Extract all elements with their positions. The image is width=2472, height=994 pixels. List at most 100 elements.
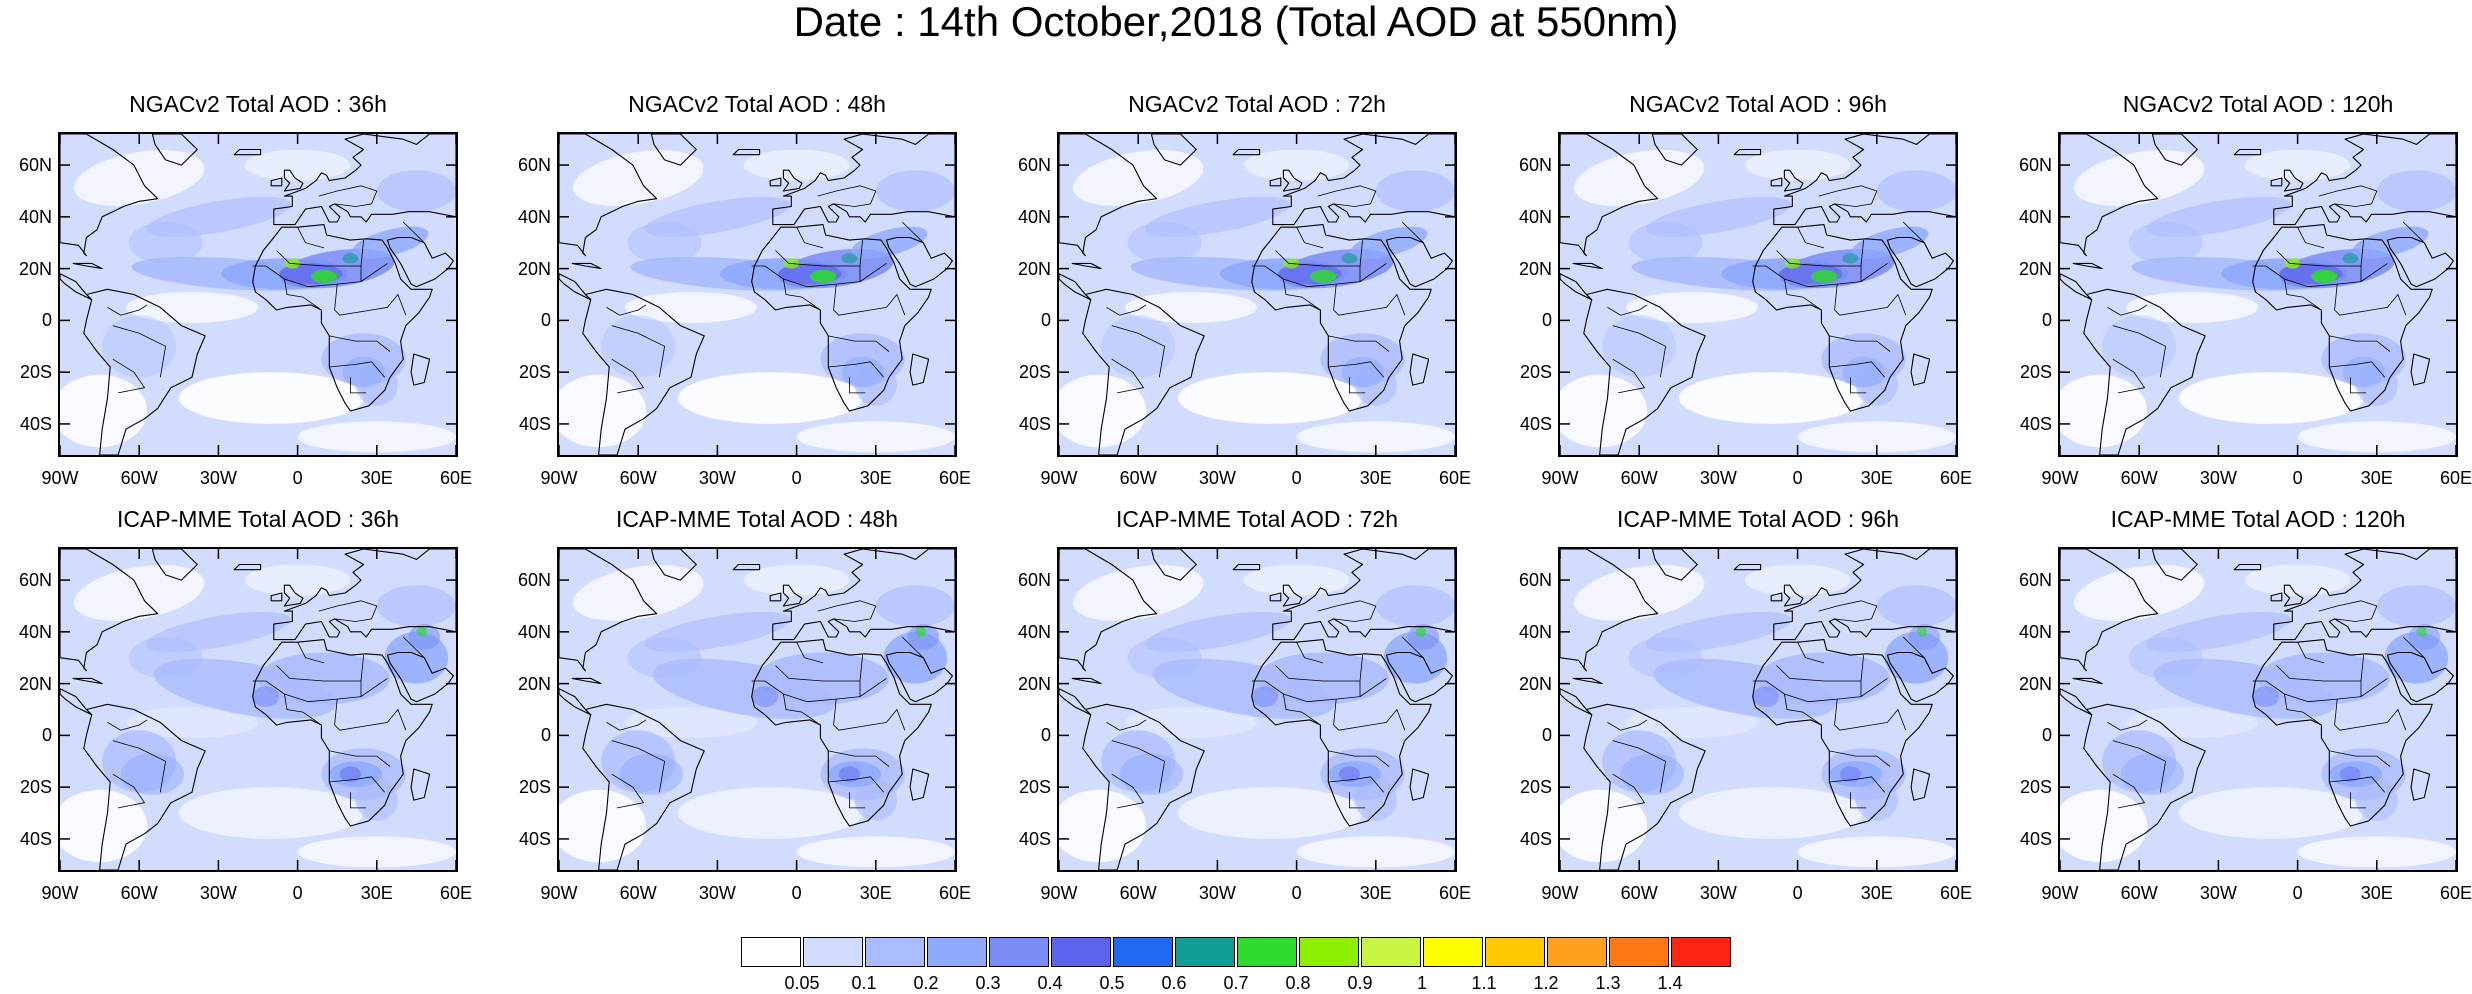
colorbar-swatch [1237,937,1297,967]
lat-tick-label: 0 [1040,725,1051,746]
colorbar-swatch [1299,937,1359,967]
lat-tick-label: 40N [2018,206,2052,227]
country-borders [1607,600,1925,809]
colorbar-label: 0.8 [1285,973,1311,993]
aod-field-svg [1059,549,1455,870]
aod-field-svg [60,549,456,870]
aod-map [2058,132,2458,457]
lat-tick-label: 40N [1518,621,1552,642]
map-panel: ICAP-MME Total AOD : 36h 60N 40N 20N 0 20S 40S… [19,506,472,906]
lon-tick-label: 60W [2120,468,2158,488]
lat-tick-label: 40N [517,206,551,227]
lon-tick-label: 60W [2120,883,2158,903]
aod-field-svg [559,549,955,870]
panel-title: ICAP-MME Total AOD : 36h [116,506,400,532]
lon-tick-label: 60W [120,883,158,903]
lon-tick-label: 30E [1359,883,1392,903]
aod-field-svg [1560,549,1956,870]
lon-tick-label: 90W [1040,883,1078,903]
aod-map [2058,547,2458,872]
coastlines [559,134,955,455]
lat-tick-label: 40S [19,828,52,849]
lat-tick-label: 0 [1541,310,1552,331]
aod-field-svg [2060,134,2456,455]
panel-title: NGACv2 Total AOD : 48h [628,91,886,117]
country-borders [2107,185,2425,394]
lat-tick-label: 0 [540,310,551,331]
lon-tick-label: 60E [2439,883,2472,903]
colorbar-swatch [927,937,987,967]
map-panel: NGACv2 Total AOD : 72h 60N 40N 20N 0 20S 40S 90… [1018,91,1471,491]
map-panel: NGACv2 Total AOD : 48h 60N 40N 20N 0 20S 40S 90… [518,91,971,491]
country-borders [606,185,924,394]
aod-map [1558,547,1958,872]
lon-tick-label: 90W [1541,883,1579,903]
panel-title: NGACv2 Total AOD : 72h [1128,91,1386,117]
lat-tick-label: 40S [518,413,551,434]
map-panel: NGACv2 Total AOD : 96h 60N 40N 20N 0 20S 40S 90… [1519,91,1972,491]
panel-title: NGACv2 Total AOD : 120h [2122,91,2394,117]
coastlines [2060,549,2456,870]
aod-field-svg [60,134,456,455]
lat-tick-label: 40S [1519,413,1552,434]
lon-tick-label: 60E [439,883,473,903]
aod-map [1057,547,1457,872]
lon-tick-label: 60E [439,468,473,488]
lat-tick-label: 20N [18,258,52,279]
lat-tick-label: 20N [1017,673,1051,694]
lat-tick-label: 20S [1018,777,1051,798]
figure-title: Date : 14th October,2018 (Total AOD at 5… [793,0,1679,45]
colorbar-swatch [1671,937,1731,967]
aod-field-svg [559,134,955,455]
lat-tick-label: 40S [2019,413,2052,434]
coastlines [1059,549,1455,870]
colorbar-swatch [1175,937,1235,967]
lat-tick-label: 0 [41,310,52,331]
lon-tick-label: 30W [1699,468,1737,488]
colorbar-swatch [1361,937,1421,967]
lon-tick-label: 0 [2292,468,2303,488]
colorbar-swatch [1485,937,1545,967]
lat-tick-label: 40N [2018,621,2052,642]
aod-field-svg [1059,134,1455,455]
colorbar-swatch [741,937,801,967]
map-panel: ICAP-MME Total AOD : 120h 60N 40N 20N 0 20S 40… [2019,506,2472,906]
lat-tick-label: 60N [1017,570,1051,591]
country-borders [107,600,425,809]
lat-tick-label: 40S [518,828,551,849]
lat-tick-label: 40N [18,621,52,642]
map-panel: ICAP-MME Total AOD : 96h 60N 40N 20N 0 20S 40S… [1519,506,1972,906]
lat-tick-label: 0 [41,725,52,746]
panel-title: ICAP-MME Total AOD : 48h [615,506,899,532]
lat-tick-label: 20N [1518,673,1552,694]
colorbar-swatch [803,937,863,967]
coastlines [60,549,456,870]
lon-tick-label: 30E [360,468,393,488]
lon-tick-label: 60E [2439,468,2472,488]
lat-tick-label: 40S [1519,828,1552,849]
colorbar-label: 0.9 [1347,973,1373,993]
lon-tick-label: 90W [2041,468,2079,488]
lon-tick-label: 60W [619,883,657,903]
colorbar-label: 1.1 [1471,973,1497,993]
lat-tick-label: 60N [517,155,551,176]
lat-tick-label: 20S [518,362,551,383]
lon-tick-label: 60E [1939,468,1973,488]
lon-tick-label: 60W [1119,883,1157,903]
country-borders [1106,600,1424,809]
lat-tick-label: 20S [19,362,52,383]
lon-tick-label: 30E [2360,468,2393,488]
lat-tick-label: 60N [18,570,52,591]
lon-tick-label: 30W [698,883,736,903]
lat-tick-label: 20N [2018,258,2052,279]
lon-tick-label: 30W [2199,883,2237,903]
lon-tick-label: 30W [199,468,237,488]
lat-tick-label: 40N [517,621,551,642]
lat-tick-label: 20N [1017,258,1051,279]
aod-map [557,132,957,457]
lon-tick-label: 90W [1040,468,1078,488]
lon-tick-label: 60E [938,468,972,488]
coastlines [60,134,456,455]
lat-tick-label: 20N [18,673,52,694]
lat-tick-label: 60N [1518,155,1552,176]
